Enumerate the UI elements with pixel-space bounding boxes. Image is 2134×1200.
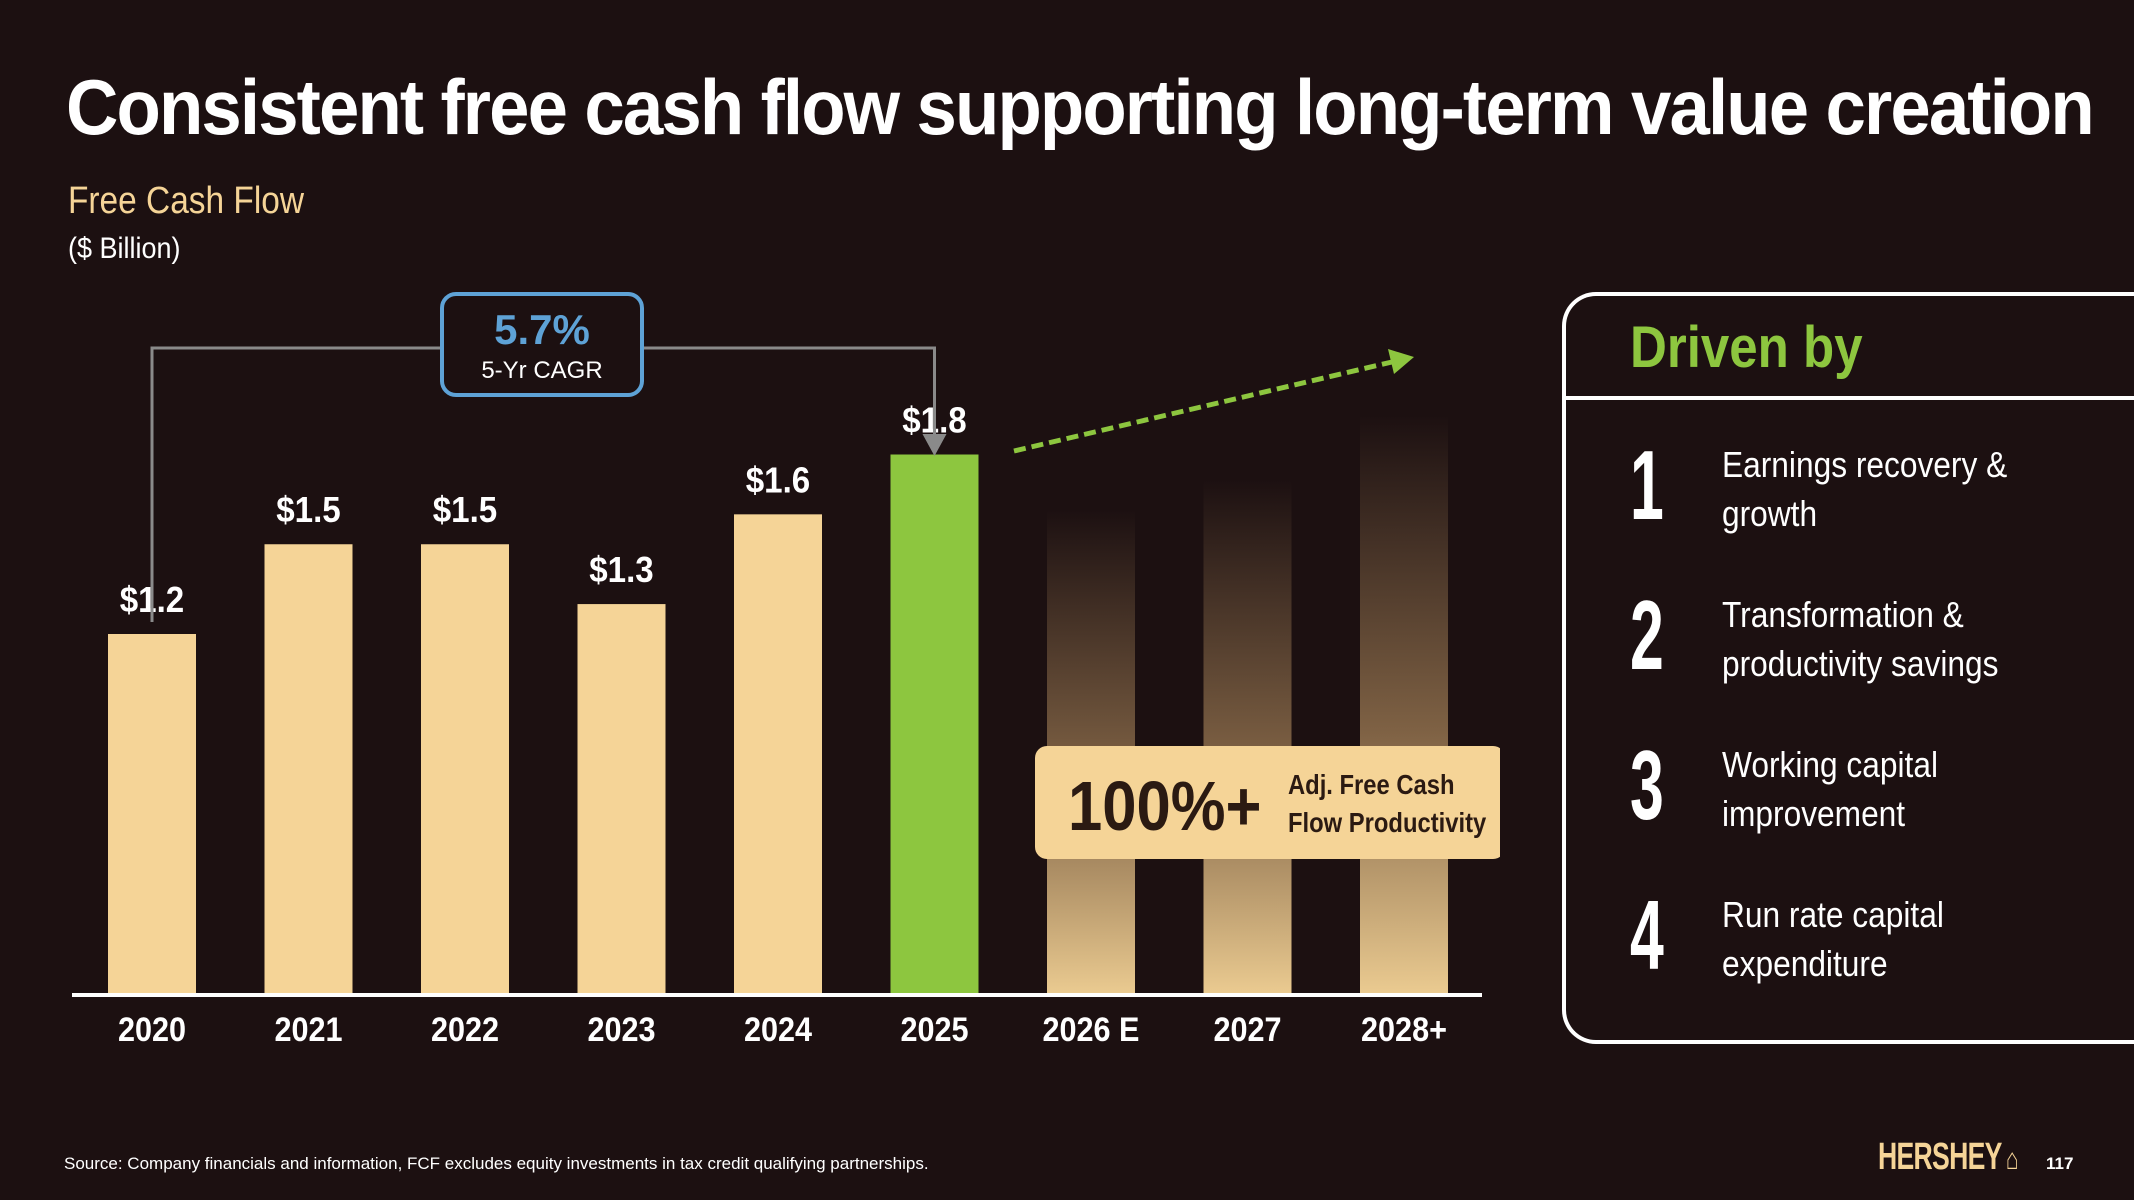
bar-2020	[108, 634, 196, 993]
x-tick-label: 2024	[744, 1011, 812, 1049]
x-tick-label: 2026 E	[1043, 1011, 1140, 1049]
page-title: Consistent free cash flow supporting lon…	[66, 63, 2095, 151]
bar-2021	[264, 544, 353, 993]
driver-text: Working capital improvement	[1722, 744, 1938, 834]
data-label-2024: $1.6	[746, 461, 810, 501]
source-footnote: Source: Company financials and informati…	[64, 1154, 929, 1173]
productivity-value: 100%+	[1068, 766, 1261, 845]
logo-wordmark: HERSHEY	[1878, 1136, 2002, 1178]
productivity-callout	[1035, 746, 1500, 859]
driven-by-divider	[1566, 396, 2134, 400]
chart-title: Free Cash Flow	[68, 180, 305, 222]
driver-number: 2	[1630, 580, 1664, 690]
chart-unit-label: ($ Billion)	[68, 232, 181, 265]
driver-item-4: 4 Run rate capital expenditure	[1630, 886, 2134, 1006]
x-tick-label: 2021	[274, 1011, 342, 1049]
driven-by-panel: Driven by 1 Earnings recovery & growth 2…	[1562, 292, 2134, 1044]
projected-bar-2027	[1203, 480, 1292, 993]
driver-text: Transformation & productivity savings	[1722, 594, 1999, 684]
cagr-value: 5.7%	[494, 306, 590, 353]
hershey-logo: HERSHEY ⌂	[1878, 1136, 2019, 1179]
cagr-box	[440, 292, 644, 397]
x-tick-label: 2020	[118, 1011, 186, 1049]
driven-by-title: Driven by	[1630, 315, 1863, 380]
driver-number: 4	[1630, 880, 1664, 990]
productivity-label-line1: Adj. Free Cash	[1288, 768, 1455, 800]
kiss-icon: ⌂	[2005, 1143, 2019, 1176]
trend-arrowhead	[1388, 349, 1414, 374]
cagr-arrowhead	[922, 434, 947, 456]
data-label-2023: $1.3	[589, 551, 653, 591]
driver-item-3: 3 Working capital improvement	[1630, 736, 2134, 856]
x-tick-label: 2027	[1213, 1011, 1281, 1049]
productivity-label-line2: Flow Productivity	[1288, 806, 1487, 838]
driver-item-1: 1 Earnings recovery & growth	[1630, 436, 2134, 556]
driver-number: 1	[1630, 430, 1664, 540]
cagr-label: 5-Yr CAGR	[481, 357, 602, 384]
x-tick-label: 2028+	[1361, 1011, 1447, 1049]
driver-text: Earnings recovery & growth	[1722, 444, 2008, 534]
driver-text: Run rate capital expenditure	[1722, 894, 1944, 984]
page-number: 117	[2046, 1154, 2074, 1173]
projected-bar-2028+	[1360, 415, 1448, 993]
data-label-2021: $1.5	[276, 491, 340, 531]
bar-2024	[734, 514, 822, 993]
data-label-2022: $1.5	[433, 491, 497, 531]
trend-arrow-line	[1013, 359, 1393, 454]
bar-2022	[421, 544, 509, 993]
free-cash-flow-chart: $1.22020$1.52021$1.52022$1.32023$1.62024…	[72, 292, 1500, 1049]
driver-item-2: 2 Transformation & productivity savings	[1630, 586, 2134, 706]
driver-number: 3	[1630, 730, 1664, 840]
x-tick-label: 2025	[900, 1011, 968, 1049]
bar-2025	[890, 454, 979, 993]
x-tick-label: 2022	[431, 1011, 499, 1049]
x-tick-label: 2023	[587, 1011, 655, 1049]
bar-2023	[577, 604, 666, 993]
